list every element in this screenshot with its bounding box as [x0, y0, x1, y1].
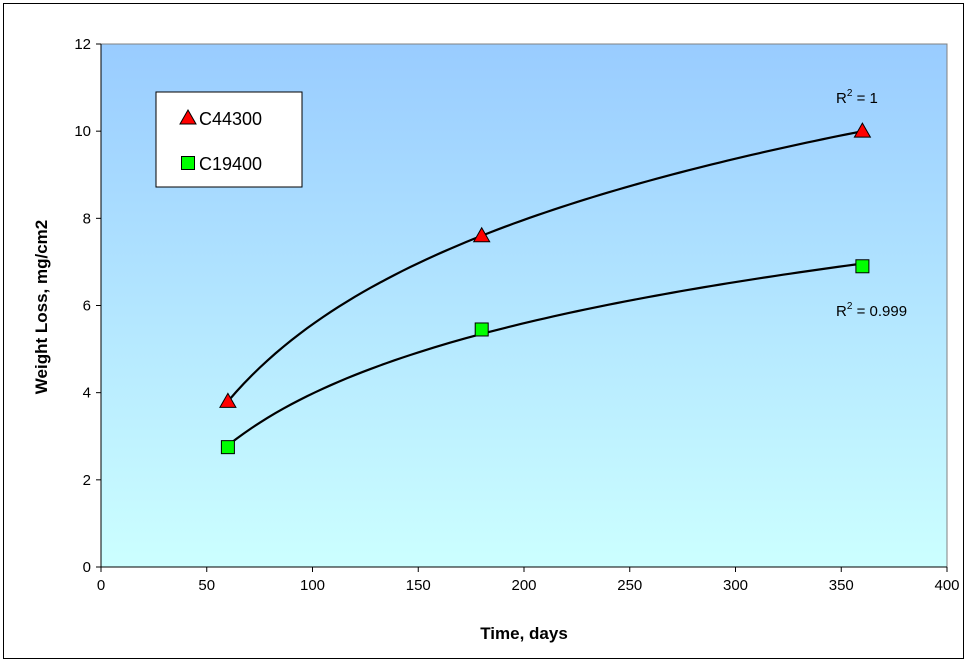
- legend-box: [155, 91, 303, 188]
- legend-label-c44300: C44300: [199, 109, 262, 129]
- y-tick-label: 0: [83, 559, 91, 576]
- data-point-c19400: [474, 322, 489, 337]
- y-tick-label: 10: [74, 123, 91, 140]
- r2-labels: R2 = 1 R2 = 0.999: [836, 88, 907, 320]
- y-tick-label: 2: [83, 472, 91, 489]
- x-tick-label: 200: [511, 577, 536, 594]
- trendline-c19400: [227, 262, 863, 447]
- x-tick-label: 100: [300, 577, 325, 594]
- data-point-c44300: [472, 226, 491, 243]
- legend-marker-c44300: [179, 108, 197, 125]
- x-tick-label: 400: [934, 577, 959, 594]
- y-tick-label: 6: [83, 298, 91, 315]
- y-axis-title: Weight Loss, mg/cm2: [32, 220, 51, 394]
- x-axis-title: Time, days: [480, 624, 568, 643]
- x-tick-label: 150: [406, 577, 431, 594]
- trendline-c44300: [227, 130, 863, 403]
- r2-label-c44300: R2 = 1: [836, 88, 878, 107]
- x-tick-label: 350: [829, 577, 854, 594]
- x-tick-label: 0: [97, 577, 105, 594]
- x-tick-label: 250: [617, 577, 642, 594]
- legend-label-c19400: C19400: [199, 154, 262, 174]
- y-tick-label: 8: [83, 210, 91, 227]
- r2-label-c19400: R2 = 0.999: [836, 301, 907, 320]
- y-tick-label: 12: [74, 36, 91, 53]
- data-point-c44300: [853, 122, 872, 138]
- data-markers: [219, 122, 872, 455]
- y-tick-label: 4: [83, 385, 91, 402]
- data-point-c19400: [855, 259, 870, 274]
- data-point-c19400: [220, 440, 235, 455]
- axes: [96, 43, 948, 572]
- legend-marker-c19400: [181, 156, 195, 170]
- trendlines: [227, 130, 863, 447]
- data-point-c44300: [219, 392, 237, 408]
- x-tick-label: 50: [198, 577, 215, 594]
- tick-labels: 0 50 100 150 200 250 300 350 400 0 2 4 6 8 10 12: [74, 36, 959, 594]
- x-tick-label: 300: [723, 577, 748, 594]
- legend: C44300 C19400: [155, 91, 303, 188]
